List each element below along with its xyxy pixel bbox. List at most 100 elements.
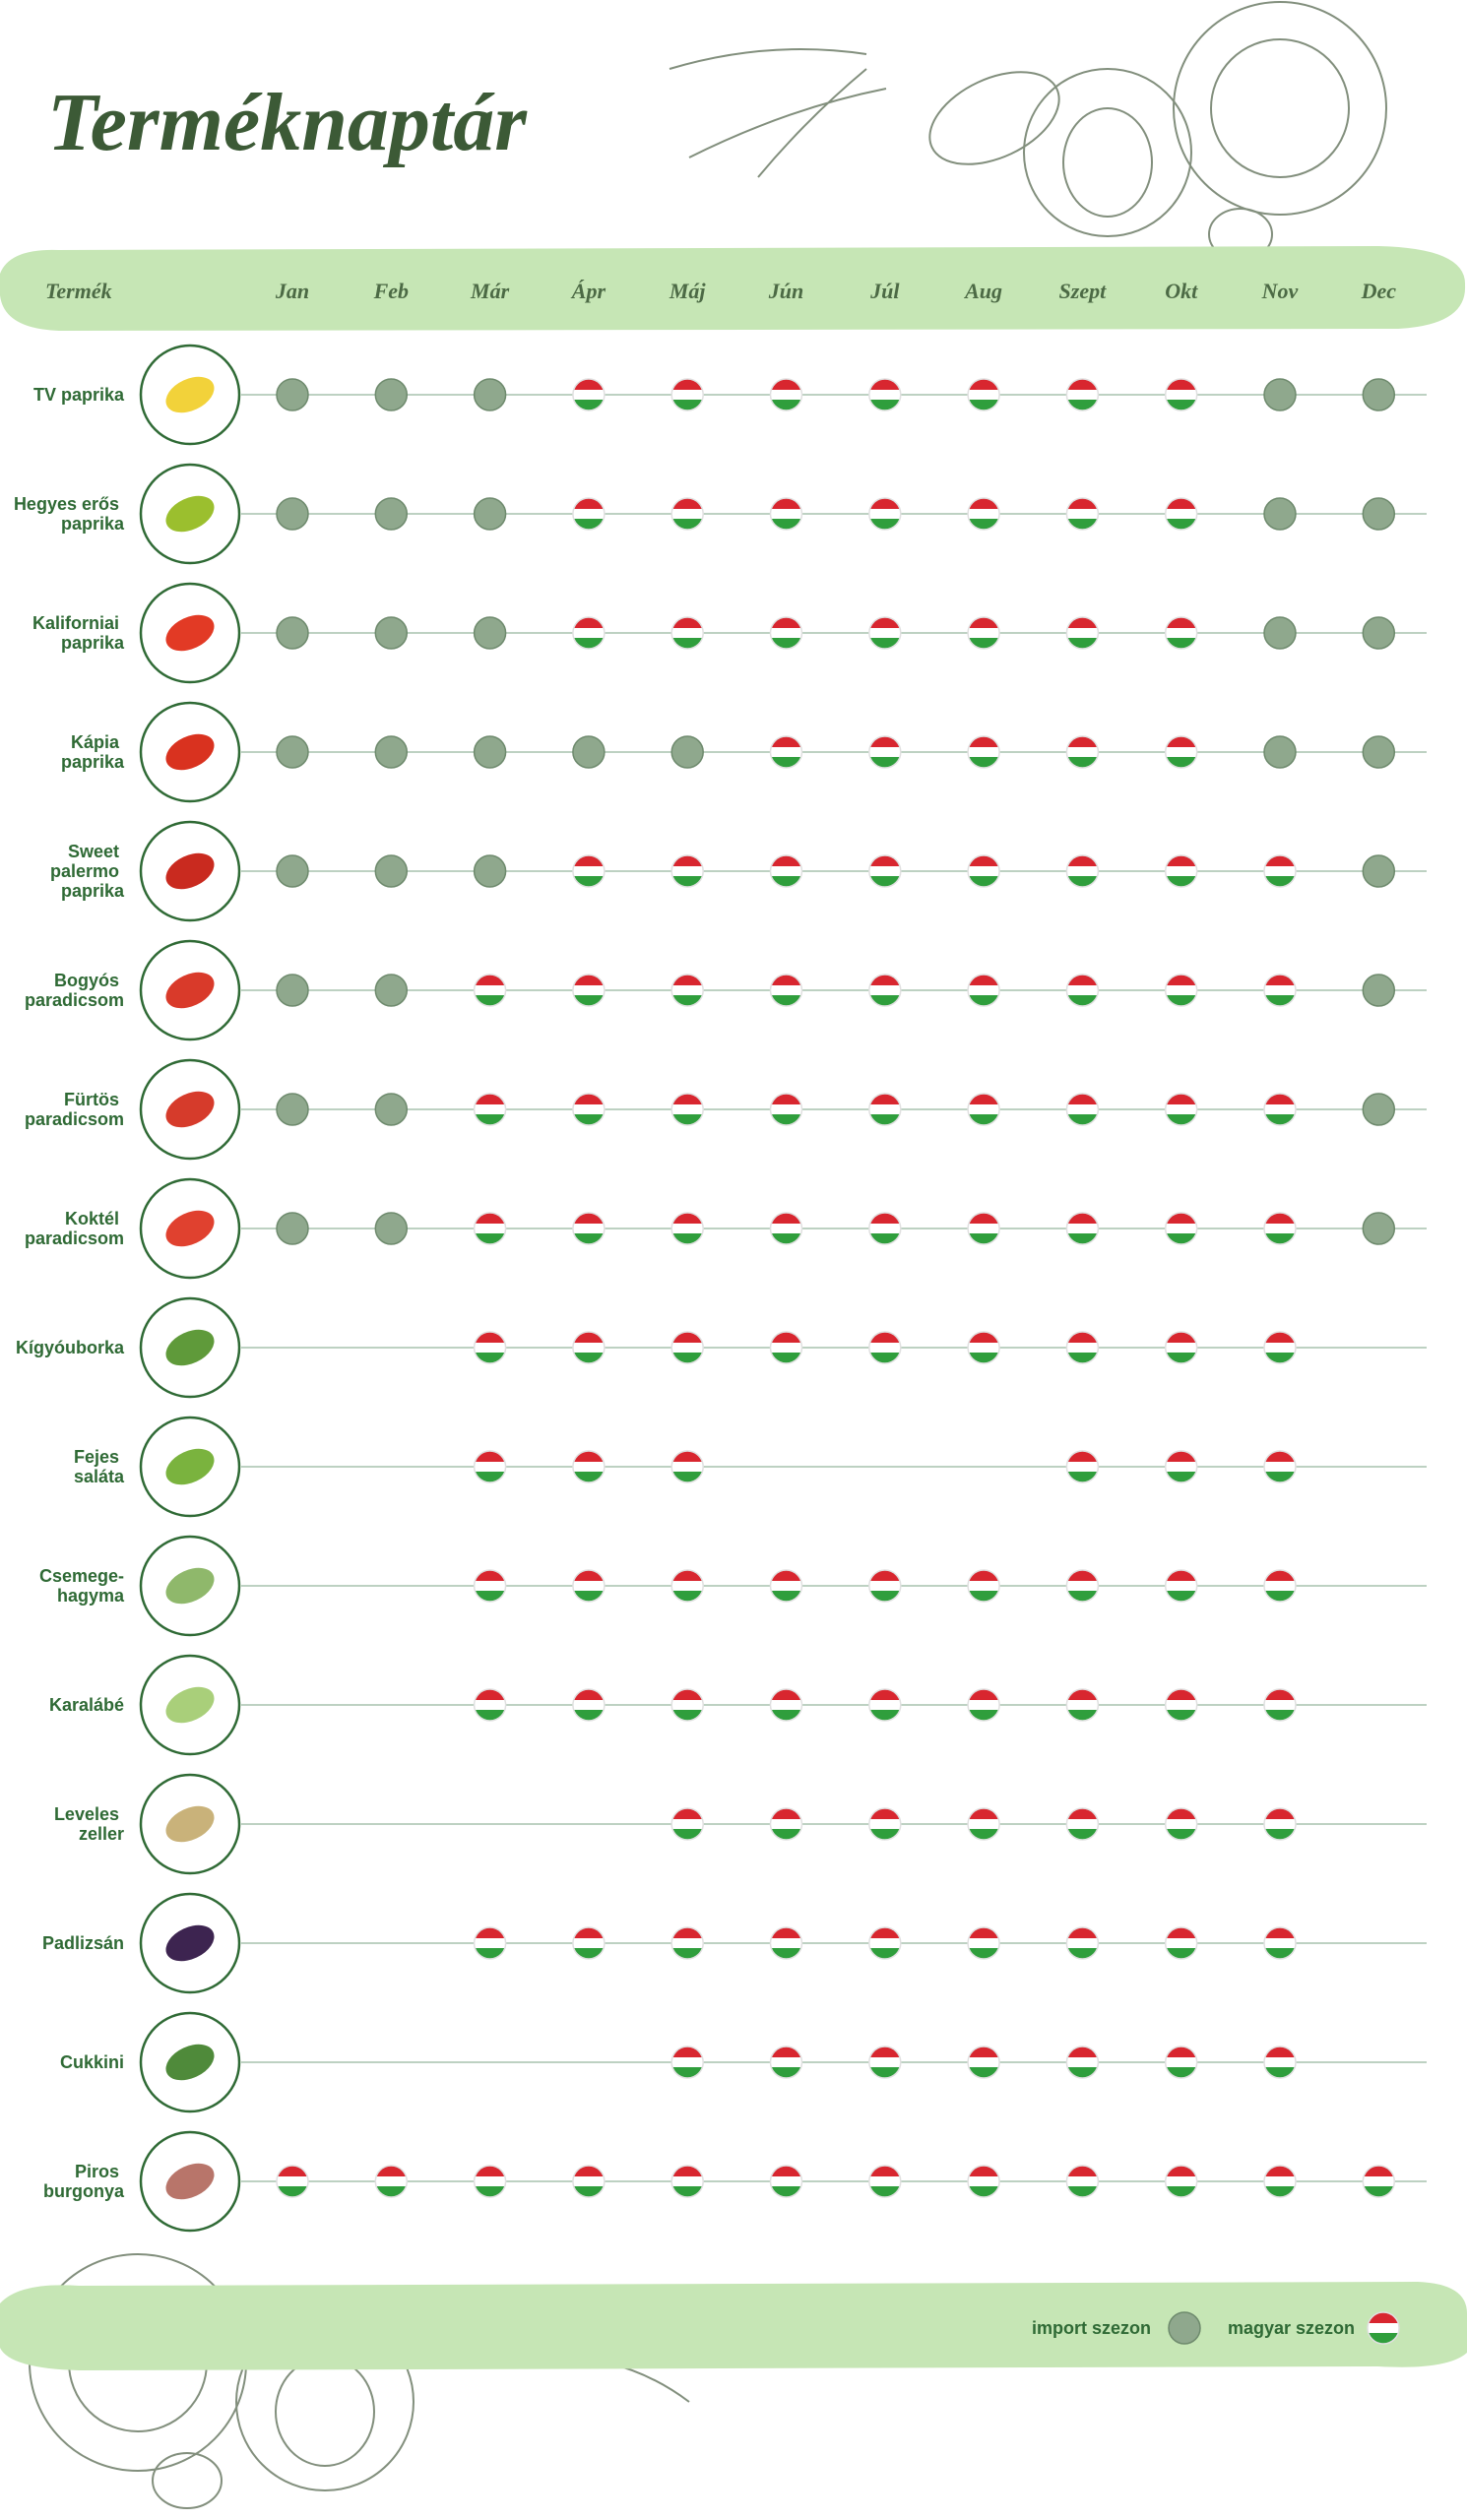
product-icon [165,852,215,890]
magyar-season-dot [670,378,704,411]
magyar-season-dot [868,1807,902,1841]
import-season-dot [1362,616,1396,650]
magyar-season-dot [1065,854,1100,888]
product-label: Piros burgonya [43,2162,125,2201]
import-season-dot [374,378,409,411]
magyar-season-dot [670,616,704,650]
magyar-season-dot [276,2165,309,2198]
magyar-season-dot [967,378,1000,411]
import-season-dot [473,497,507,531]
magyar-season-dot [1164,1688,1198,1722]
import-season-dot [374,735,409,769]
magyar-season-dot [967,1688,1000,1722]
import-season-dot [473,735,507,769]
magyar-season-dot [572,1450,606,1483]
month-label: Feb [373,279,409,303]
import-season-dot [374,616,409,650]
magyar-season-dot [868,1569,902,1603]
import-season-dot [276,378,309,411]
magyar-season-dot [868,497,902,531]
import-season-dot [374,854,409,888]
import-season-dot [1263,378,1297,411]
magyar-season-dot [473,1926,507,1960]
legend-magyar-symbol [1367,2311,1400,2345]
import-season-dot [374,974,409,1007]
product-icon [165,1924,215,1962]
magyar-season-dot [1164,2046,1198,2079]
magyar-season-dot [1164,2165,1198,2198]
magyar-season-dot [1164,1450,1198,1483]
import-season-dot [473,854,507,888]
month-label: Jan [275,279,309,303]
magyar-season-dot [769,854,803,888]
import-season-dot [276,974,309,1007]
magyar-season-dot [670,1926,704,1960]
magyar-season-dot [769,1331,803,1364]
product-icon [165,2163,215,2200]
import-season-dot [1263,735,1297,769]
month-label: Már [470,279,510,303]
magyar-season-dot [572,1688,606,1722]
import-season-dot [276,735,309,769]
import-season-dot [670,735,704,769]
product-icon [165,614,215,652]
magyar-season-dot [572,1212,606,1245]
magyar-season-dot [473,1688,507,1722]
magyar-season-dot [967,497,1000,531]
magyar-season-dot [769,1688,803,1722]
magyar-season-dot [769,974,803,1007]
magyar-season-dot [1065,378,1100,411]
import-season-dot [276,1093,309,1126]
magyar-season-dot [1164,854,1198,888]
magyar-season-dot [1263,854,1297,888]
magyar-season-dot [1065,1450,1100,1483]
magyar-season-dot [868,1331,902,1364]
magyar-season-dot [1065,497,1100,531]
product-icon [165,972,215,1009]
magyar-season-dot [670,1569,704,1603]
month-label: Jún [768,279,803,303]
product-icon [165,1448,215,1485]
magyar-season-dot [1065,2046,1100,2079]
magyar-season-dot [1263,2165,1297,2198]
magyar-season-dot [1164,497,1198,531]
title: Terméknaptár [47,77,528,168]
magyar-season-dot [670,1450,704,1483]
import-season-dot [473,616,507,650]
magyar-season-dot [769,1926,803,1960]
magyar-season-dot [1164,616,1198,650]
magyar-season-dot [769,1212,803,1245]
magyar-season-dot [670,1331,704,1364]
month-label: Okt [1165,279,1198,303]
import-season-dot [1362,854,1396,888]
magyar-season-dot [967,1093,1000,1126]
product-label: Leveles zeller [54,1804,124,1844]
magyar-season-dot [967,2046,1000,2079]
product-label: Hegyes erős paprika [14,494,125,534]
magyar-season-dot [572,1569,606,1603]
magyar-season-dot [1263,1093,1297,1126]
magyar-season-dot [967,1569,1000,1603]
magyar-season-dot [670,1807,704,1841]
product-label: Fürtös paradicsom [25,1090,124,1129]
product-icon [165,2044,215,2081]
magyar-season-dot [572,497,606,531]
magyar-season-dot [769,735,803,769]
magyar-season-dot [670,2165,704,2198]
import-season-dot [374,1093,409,1126]
product-label: Bogyós paradicsom [25,971,124,1010]
magyar-season-dot [670,1093,704,1126]
magyar-season-dot [967,1807,1000,1841]
month-label: Szept [1059,279,1108,303]
import-season-dot [276,497,309,531]
month-label: Aug [963,279,1002,303]
magyar-season-dot [1263,1688,1297,1722]
magyar-season-dot [374,2165,409,2198]
magyar-season-dot [1362,2165,1396,2198]
product-label: Sweet palermo paprika [50,842,125,901]
magyar-season-dot [769,616,803,650]
magyar-season-dot [967,616,1000,650]
magyar-season-dot [769,1807,803,1841]
